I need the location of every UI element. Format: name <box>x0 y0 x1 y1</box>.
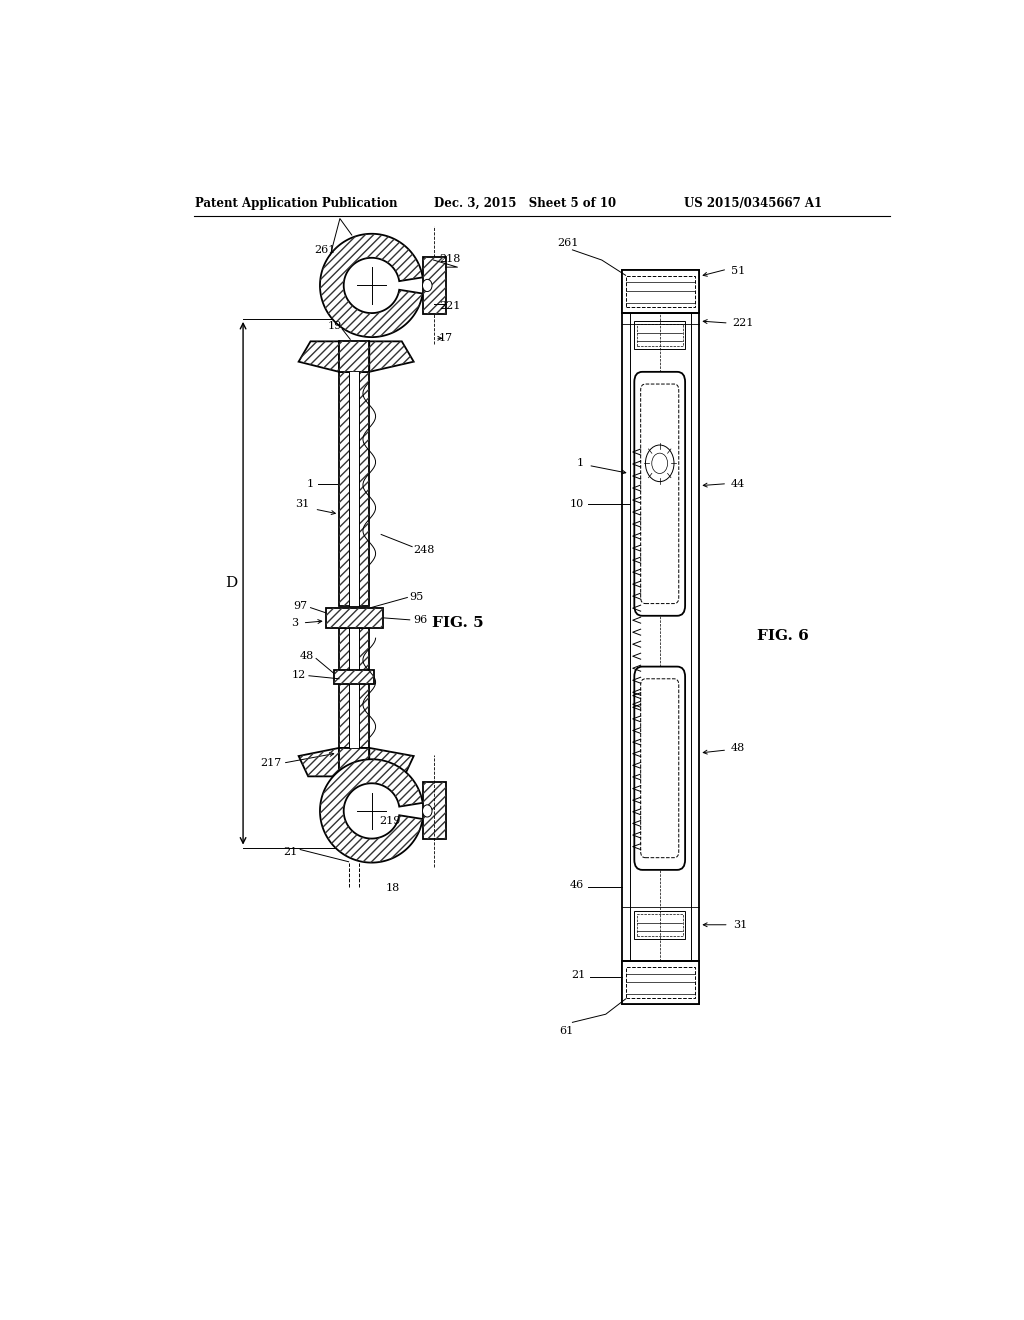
Text: 1: 1 <box>577 458 584 469</box>
Text: 48: 48 <box>731 743 745 752</box>
Circle shape <box>423 805 432 817</box>
Text: 61: 61 <box>560 1027 574 1036</box>
Text: US 2015/0345667 A1: US 2015/0345667 A1 <box>684 197 821 210</box>
Text: 261: 261 <box>314 246 336 255</box>
Text: 221: 221 <box>733 318 754 329</box>
Text: FIG. 5: FIG. 5 <box>431 616 483 630</box>
Text: 12: 12 <box>292 669 306 680</box>
Text: 97: 97 <box>293 601 307 611</box>
Text: Patent Application Publication: Patent Application Publication <box>196 197 398 210</box>
Text: 261: 261 <box>557 238 579 248</box>
FancyBboxPatch shape <box>634 372 685 615</box>
Bar <box>622 961 699 1005</box>
Polygon shape <box>370 748 414 776</box>
Text: 48: 48 <box>299 652 313 661</box>
Text: FIG. 6: FIG. 6 <box>757 630 809 643</box>
Bar <box>334 669 374 684</box>
Text: 218: 218 <box>439 253 461 264</box>
Text: D: D <box>225 577 238 590</box>
Polygon shape <box>370 342 414 372</box>
Polygon shape <box>299 748 339 776</box>
Circle shape <box>423 280 432 292</box>
FancyBboxPatch shape <box>634 667 685 870</box>
Bar <box>637 913 683 936</box>
Bar <box>423 257 445 314</box>
Bar <box>349 628 359 748</box>
Text: 10: 10 <box>569 499 584 510</box>
Text: 31: 31 <box>296 499 309 510</box>
Text: 21: 21 <box>284 846 298 857</box>
Bar <box>627 276 694 306</box>
Text: 96: 96 <box>414 615 428 624</box>
Bar <box>634 321 685 350</box>
Bar <box>622 271 699 1005</box>
Text: 18: 18 <box>386 883 400 894</box>
Text: 19: 19 <box>328 321 341 331</box>
Bar <box>326 607 383 628</box>
Bar <box>622 271 699 313</box>
Text: 46: 46 <box>569 880 584 890</box>
Polygon shape <box>319 234 423 337</box>
Bar <box>339 628 370 748</box>
Polygon shape <box>339 748 370 776</box>
Text: 3: 3 <box>291 618 298 628</box>
Bar <box>339 372 370 606</box>
Polygon shape <box>299 342 339 372</box>
Text: 44: 44 <box>731 479 745 488</box>
Text: 17: 17 <box>439 334 454 343</box>
Polygon shape <box>339 342 370 372</box>
Text: 51: 51 <box>731 267 745 276</box>
Text: 31: 31 <box>733 920 746 929</box>
Bar <box>627 968 694 998</box>
Text: 217: 217 <box>260 758 282 768</box>
Bar <box>326 607 383 628</box>
Bar <box>423 257 445 314</box>
Text: 1: 1 <box>307 479 314 488</box>
Text: 21: 21 <box>571 970 586 979</box>
Circle shape <box>645 445 674 482</box>
Polygon shape <box>319 759 423 862</box>
Bar <box>637 325 683 346</box>
Bar <box>339 372 370 606</box>
Text: 95: 95 <box>410 593 424 602</box>
Bar <box>423 783 445 840</box>
Bar <box>634 911 685 939</box>
Text: Dec. 3, 2015   Sheet 5 of 10: Dec. 3, 2015 Sheet 5 of 10 <box>433 197 615 210</box>
Text: 219: 219 <box>380 816 401 826</box>
Bar <box>423 783 445 840</box>
Bar <box>339 628 370 748</box>
Text: 221: 221 <box>439 301 461 310</box>
Bar <box>349 372 359 606</box>
Text: 248: 248 <box>414 545 435 554</box>
Bar <box>334 669 374 684</box>
